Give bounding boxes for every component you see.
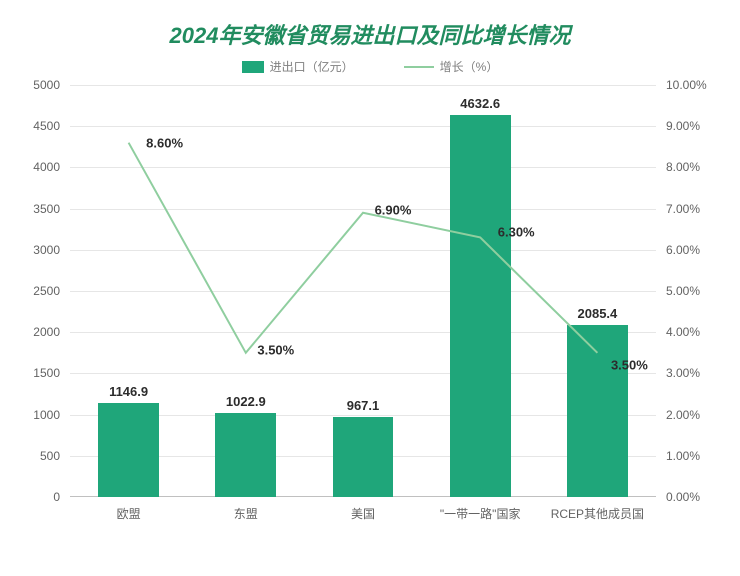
- y-right-tick: 6.00%: [666, 243, 700, 257]
- y-left-tick: 500: [40, 449, 60, 463]
- legend-bar-swatch-icon: [242, 61, 264, 73]
- bar: [98, 403, 159, 498]
- chart-container: 2024年安徽省贸易进出口及同比增长情况 进出口（亿元） 增长（%） 0 500 1…: [0, 0, 740, 576]
- x-tick-label: 欧盟: [117, 505, 141, 522]
- bar-value-label: 4632.6: [420, 96, 540, 111]
- bar-value-label: 1146.9: [69, 384, 189, 399]
- y-left-tick: 3500: [33, 202, 60, 216]
- y-right-tick: 9.00%: [666, 119, 700, 133]
- y-right-tick: 0.00%: [666, 490, 700, 504]
- line-value-label: 6.30%: [498, 225, 535, 240]
- y-axis-left: 0500100015002000250030003500400045005000: [20, 85, 66, 497]
- y-left-tick: 4000: [33, 160, 60, 174]
- chart-title: 2024年安徽省贸易进出口及同比增长情况: [20, 18, 720, 50]
- y-left-tick: 5000: [33, 78, 60, 92]
- bar: [567, 325, 628, 497]
- bar-value-label: 1022.9: [186, 394, 306, 409]
- y-left-tick: 2500: [33, 284, 60, 298]
- y-axis-right: 0.00%1.00%2.00%3.00%4.00%5.00%6.00%7.00%…: [660, 85, 720, 497]
- y-right-tick: 1.00%: [666, 449, 700, 463]
- y-right-tick: 8.00%: [666, 160, 700, 174]
- y-right-tick: 5.00%: [666, 284, 700, 298]
- line-value-label: 3.50%: [257, 342, 294, 357]
- y-right-tick: 4.00%: [666, 325, 700, 339]
- y-left-tick: 1000: [33, 408, 60, 422]
- y-right-tick: 10.00%: [666, 78, 707, 92]
- legend-line-label: 增长（%）: [440, 58, 499, 75]
- x-tick-label: "一带一路"国家: [440, 505, 521, 522]
- bar: [450, 115, 511, 497]
- x-axis-labels: 欧盟 东盟 美国 "一带一路"国家 RCEP其他成员国: [70, 501, 656, 525]
- y-left-tick: 2000: [33, 325, 60, 339]
- legend-item-line: 增长（%）: [404, 58, 499, 75]
- line-value-label: 6.90%: [375, 202, 412, 217]
- y-right-tick: 7.00%: [666, 202, 700, 216]
- line-value-label: 3.50%: [611, 357, 648, 372]
- chart-legend: 进出口（亿元） 增长（%）: [20, 58, 720, 75]
- legend-bar-label: 进出口（亿元）: [270, 58, 354, 75]
- y-right-tick: 2.00%: [666, 408, 700, 422]
- legend-line-swatch-icon: [404, 66, 434, 68]
- y-left-tick: 3000: [33, 243, 60, 257]
- plot-area: 0500100015002000250030003500400045005000…: [20, 85, 720, 525]
- x-tick-label: 东盟: [234, 505, 258, 522]
- x-tick-label: 美国: [351, 505, 375, 522]
- y-left-tick: 4500: [33, 119, 60, 133]
- bar: [333, 417, 394, 497]
- y-left-tick: 1500: [33, 366, 60, 380]
- y-left-tick: 0: [53, 490, 60, 504]
- legend-item-bar: 进出口（亿元）: [242, 58, 354, 75]
- bar-value-label: 967.1: [303, 398, 423, 413]
- x-tick-label: RCEP其他成员国: [551, 505, 644, 522]
- y-right-tick: 3.00%: [666, 366, 700, 380]
- bar-value-label: 2085.4: [537, 306, 657, 321]
- bar: [215, 413, 276, 497]
- line-value-label: 8.60%: [146, 135, 183, 150]
